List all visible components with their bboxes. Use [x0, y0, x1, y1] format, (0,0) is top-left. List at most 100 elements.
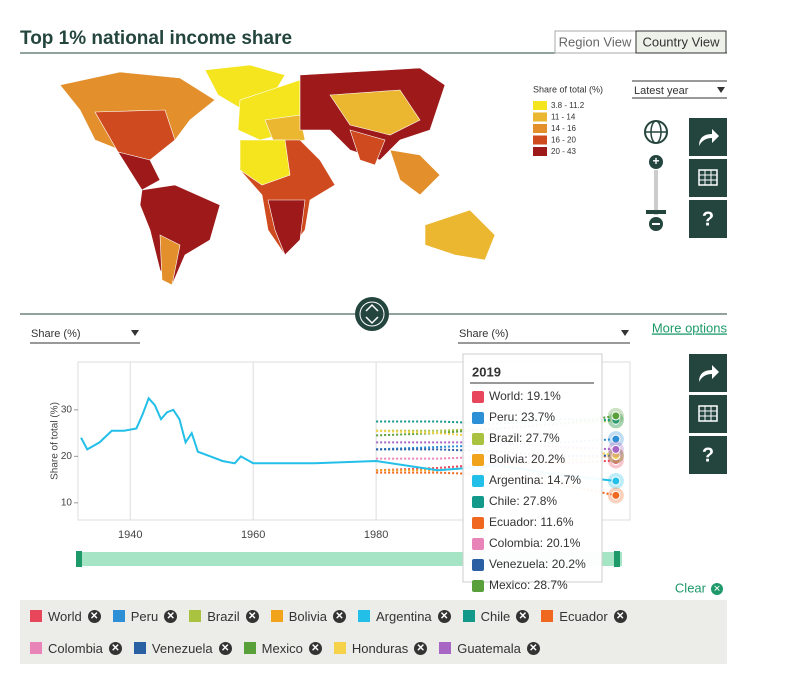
legend-label: Mexico — [261, 640, 303, 656]
tooltip-swatch — [472, 496, 484, 508]
map-region — [389, 149, 441, 196]
legend-swatch — [333, 642, 346, 654]
legend-chip[interactable]: Ecuador ✕ — [541, 605, 627, 627]
remove-button[interactable]: ✕ — [516, 609, 530, 623]
legend-chip[interactable]: Guatemala ✕ — [439, 637, 540, 659]
legend-chip[interactable]: Peru ✕ — [112, 605, 178, 627]
legend-swatch — [112, 610, 125, 622]
clear-link[interactable]: Clear — [675, 580, 707, 595]
button-group: ? — [689, 354, 727, 474]
remove-button[interactable]: ✕ — [414, 641, 428, 655]
tooltip-swatch — [472, 475, 484, 487]
legend-chip[interactable]: Brazil ✕ — [189, 605, 259, 627]
end-marker — [611, 411, 621, 421]
map-region — [329, 89, 421, 136]
remove-button[interactable]: ✕ — [613, 609, 627, 623]
icon-button[interactable] — [689, 395, 727, 433]
legend-label: 14 - 16 — [551, 124, 576, 133]
remove-button[interactable]: ✕ — [245, 609, 259, 623]
remove-button[interactable]: ✕ — [87, 609, 101, 623]
tab-active[interactable] — [635, 30, 727, 54]
tooltip-row: Venezuela: 20.2% — [489, 557, 586, 571]
legend-label: Peru — [130, 608, 159, 624]
x-tick-label: 1980 — [364, 529, 388, 541]
series-line — [376, 459, 616, 472]
tooltip-row: Peru: 23.7% — [489, 410, 555, 424]
y-tick-label: 20 — [61, 451, 73, 462]
dropdown-arrow[interactable] — [621, 330, 629, 336]
collapse-icon — [359, 301, 385, 327]
remove-button[interactable]: ✕ — [526, 641, 540, 655]
y-axis-title: Share of total (%) — [50, 402, 61, 480]
clear-icon: ✕ — [713, 583, 721, 593]
tooltip-swatch — [472, 517, 484, 529]
legend-swatch — [533, 101, 547, 110]
zoom-in[interactable] — [649, 155, 663, 169]
legend-label: Ecuador — [559, 608, 608, 624]
tab-label[interactable]: Region View — [559, 34, 632, 49]
zoom-in-icon[interactable]: + — [652, 154, 659, 168]
legend-swatch — [189, 610, 202, 622]
map-region — [94, 109, 176, 161]
legend-chip[interactable]: Colombia ✕ — [30, 637, 122, 659]
tooltip-row: Colombia: 20.1% — [489, 536, 581, 550]
icon-button[interactable] — [689, 159, 727, 197]
legend-label: Brazil — [207, 608, 240, 624]
help-icon: ? — [702, 444, 714, 466]
remove-button[interactable]: ✕ — [333, 609, 346, 623]
tooltip-swatch — [472, 391, 484, 403]
more-options[interactable]: More options — [652, 320, 728, 335]
tooltip-row: World: 19.1% — [489, 389, 561, 403]
legend-swatch — [533, 147, 547, 156]
legend-swatch — [30, 610, 42, 622]
icon-button[interactable] — [689, 436, 727, 474]
series-line — [376, 419, 616, 432]
y-select[interactable]: Share (%) — [459, 328, 509, 340]
series-legend: World ✕ Peru ✕ Brazil ✕ Bolivia ✕ Argentina ✕ Chil… — [20, 600, 727, 664]
remove-button[interactable]: ✕ — [164, 609, 178, 623]
map-region — [267, 199, 306, 256]
end-marker — [611, 434, 621, 444]
tooltip-row: Chile: 27.8% — [489, 494, 557, 508]
x-select[interactable]: Share (%) — [31, 328, 81, 340]
tooltip-swatch — [472, 559, 484, 571]
legend-swatch — [533, 135, 547, 145]
remove-button[interactable]: ✕ — [437, 609, 451, 623]
legend-chip[interactable]: World ✕ — [30, 605, 101, 627]
legend-chip[interactable]: Mexico ✕ — [243, 637, 322, 659]
dropdown-arrow[interactable] — [717, 87, 725, 93]
legend-label: Bolivia — [288, 608, 327, 624]
legend-chip[interactable]: Honduras ✕ — [333, 637, 428, 659]
tooltip-row: Argentina: 14.7% — [489, 473, 581, 487]
dropdown-arrow[interactable] — [131, 330, 139, 336]
app: Top 1% national income share Region View… — [20, 28, 728, 600]
range-handle[interactable] — [614, 551, 620, 567]
map-region — [139, 184, 221, 286]
remove-button[interactable]: ✕ — [218, 641, 232, 655]
legend-chip[interactable]: Venezuela ✕ — [133, 637, 232, 659]
series-line — [376, 454, 616, 472]
legend-swatch — [533, 112, 547, 122]
map-region — [424, 209, 496, 261]
legend-chip[interactable]: Argentina ✕ — [358, 605, 451, 627]
tooltip-row: Honduras: 20.2% — [489, 599, 582, 600]
remove-button[interactable]: ✕ — [108, 641, 122, 655]
map-legend-title: Share of total (%) — [533, 84, 603, 94]
y-tick-label: 10 — [61, 497, 73, 508]
table-icon — [698, 405, 718, 422]
icon-button[interactable] — [689, 200, 727, 238]
clear-icon[interactable] — [711, 583, 723, 595]
legend-label: Honduras — [351, 640, 409, 656]
remove-button[interactable]: ✕ — [308, 641, 322, 655]
range-handle[interactable] — [76, 551, 82, 567]
series-line — [376, 438, 616, 451]
legend-label: Venezuela — [151, 640, 213, 656]
tab-label[interactable]: Country View — [642, 34, 720, 49]
legend-chip[interactable]: Chile ✕ — [462, 605, 530, 627]
legend-chip[interactable]: Bolivia ✕ — [270, 605, 346, 627]
zoom-handle[interactable] — [646, 210, 666, 214]
year-select[interactable]: Latest year — [634, 85, 689, 97]
tooltip-swatch — [472, 433, 484, 445]
map-region — [349, 129, 386, 166]
tooltip-row: Ecuador: 11.6% — [489, 515, 574, 529]
